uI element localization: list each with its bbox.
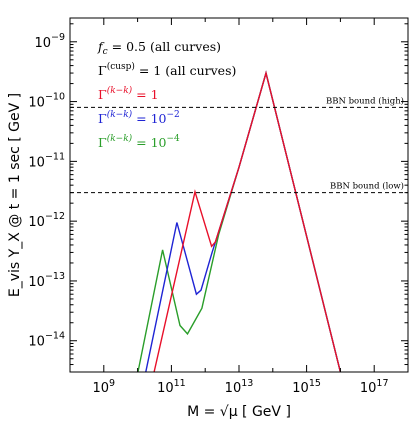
legend-cusp: Γ(cusp) = 1 (all curves) bbox=[98, 61, 236, 78]
axis-ticks: 109 1011 1013 1015 1017 10−14 10−13 10−12 10−11 1… bbox=[28, 18, 409, 396]
legend: fc = 0.5 (all curves) Γ(cusp) = 1 (all cu… bbox=[97, 39, 236, 150]
x-tick-label: 1017 bbox=[360, 378, 389, 396]
x-tick-label: 109 bbox=[93, 378, 116, 396]
legend-fc: fc = 0.5 (all curves) bbox=[97, 39, 221, 57]
legend-entry-1: Γ(k−k) = 1 bbox=[98, 85, 159, 102]
y-axis-label: E_vis Y_X @ t = 1 sec [ GeV ] bbox=[7, 93, 23, 297]
x-tick-label: 1015 bbox=[292, 378, 321, 396]
series-layer bbox=[137, 70, 342, 372]
legend-entry-2: Γ(k−k) = 10−2 bbox=[98, 109, 180, 126]
y-tick-label: 10−13 bbox=[28, 271, 65, 290]
x-axis-label: M = √μ [ GeV ] bbox=[187, 404, 291, 420]
x-tick-label: 1011 bbox=[157, 378, 186, 396]
x-tick-label: 1013 bbox=[225, 378, 254, 396]
y-tick-label: 10−9 bbox=[34, 32, 65, 51]
y-tick-label: 10−10 bbox=[28, 92, 65, 111]
legend-entry-3: Γ(k−k) = 10−4 bbox=[98, 133, 180, 150]
bbn-bound-label-low: BBN bound (low) bbox=[330, 181, 404, 192]
series-line-3 bbox=[153, 70, 342, 372]
y-tick-label: 10−12 bbox=[28, 211, 65, 230]
y-tick-label: 10−14 bbox=[28, 331, 65, 350]
y-tick-label: 10−11 bbox=[28, 151, 65, 170]
bbn-bound-label-high: BBN bound (high) bbox=[326, 95, 404, 106]
bbn-bound-lines: BBN bound (high) BBN bound (low) bbox=[70, 95, 408, 194]
